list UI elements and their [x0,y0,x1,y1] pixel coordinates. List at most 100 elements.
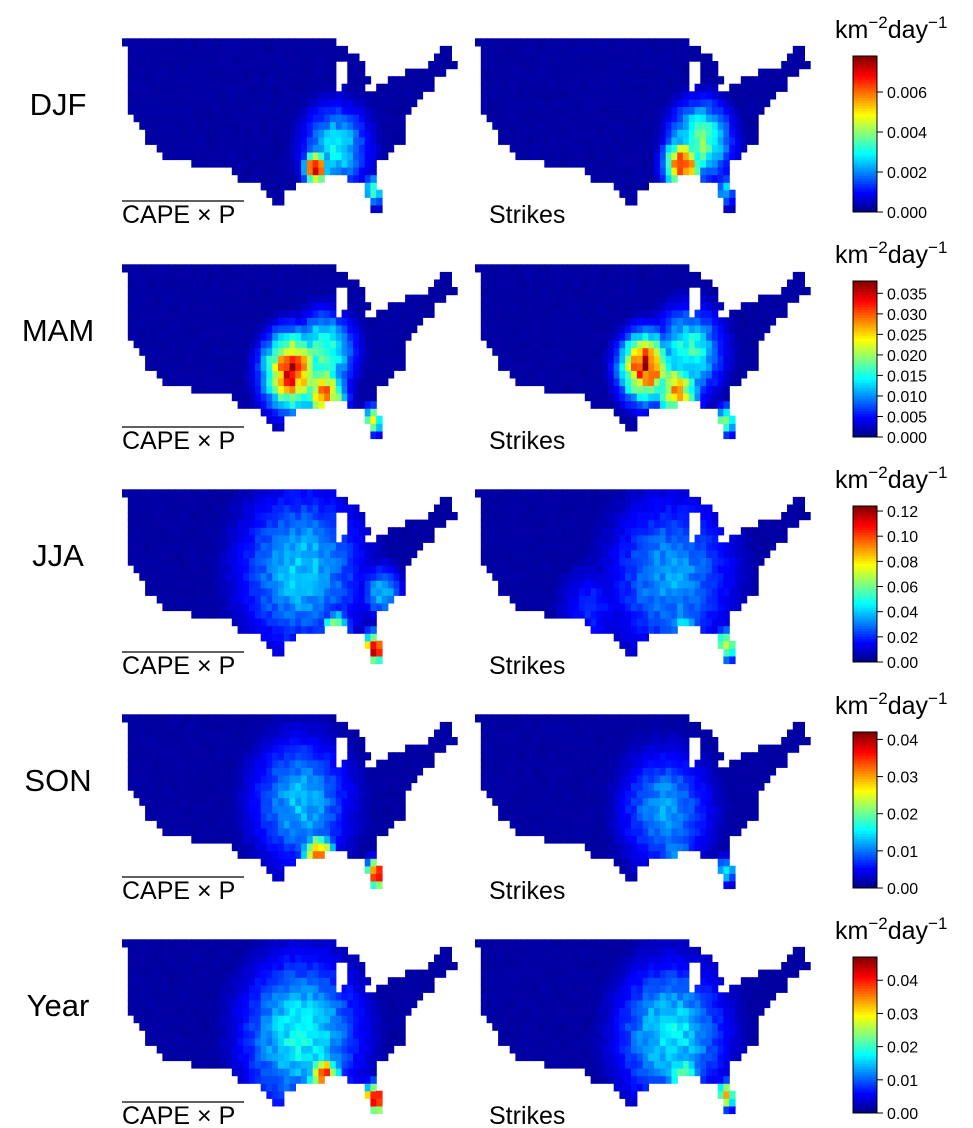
map-cell [683,393,690,402]
map-cell [642,91,649,100]
map-cell [561,324,569,334]
map-cell [498,83,505,92]
map-cell [422,302,429,311]
map-cell [278,197,285,206]
map-cell [289,294,296,303]
map-cell [295,91,302,100]
map-cell [243,106,250,115]
map-cell [677,340,684,349]
map-cell [636,557,644,566]
map-cell [434,68,441,77]
map-cell [654,496,661,506]
map-cell [590,400,597,409]
map-cell [700,565,707,574]
map-cell [486,38,493,47]
map-cell [191,98,198,108]
map-cell [347,279,354,288]
map-cell [659,347,667,356]
map-cell [729,106,736,115]
map-cell [538,294,545,303]
map-cell [358,565,366,574]
map-cell [370,640,377,649]
map-cell [723,197,730,206]
map-cell [636,121,644,130]
map-cell [683,45,690,55]
map-cell [677,393,684,402]
map-cell [573,572,580,581]
map-cell [671,129,678,138]
map-cell [584,489,592,498]
map-cell [422,76,429,85]
map-cell [625,557,632,566]
map-cell [220,264,227,273]
map-cell [665,98,673,108]
map-cell [358,572,366,581]
map-cell [174,496,181,506]
map-cell [671,595,678,604]
map-cell [347,309,354,318]
map-cell [422,309,429,318]
map-cell [573,385,580,394]
map-cell [694,347,701,356]
map-cell [538,549,545,559]
map-cell [619,76,626,85]
map-cell [763,309,771,318]
map-cell [168,53,175,62]
map-cell [723,595,730,604]
map-cell [521,519,528,528]
map-cell [214,332,221,341]
map-cell [654,264,661,273]
map-cell [289,309,296,318]
map-cell [174,287,181,296]
map-cell [550,496,557,506]
map-cell [590,98,597,108]
map-cell [266,610,273,619]
map-cell [249,287,256,296]
map-cell [631,377,638,387]
map-cell [596,167,603,176]
map-cell [619,565,626,574]
map-cell [306,45,314,55]
map-cell [677,580,684,589]
map-cell [226,98,233,108]
map-cell [579,504,586,513]
map-cell [208,489,216,498]
map-cell [683,496,690,506]
map-cell [584,121,592,130]
map-cell [376,430,383,440]
map-cell [769,317,777,326]
map-cell [550,565,557,574]
map-cell [145,83,152,92]
map-cell [654,504,661,513]
map-cell [717,565,725,574]
map-cell [312,519,320,528]
map-cell [278,83,285,92]
map-cell [208,504,216,513]
map-cell [139,542,146,551]
map-cell [445,61,452,70]
map-cell [179,355,187,364]
map-cell [220,61,227,70]
map-cell [243,618,250,627]
map-cell [295,496,302,506]
map-cell [197,557,204,566]
map-cell [179,76,187,85]
map-cell [237,587,244,596]
map-cell [659,136,667,145]
map-cell [567,496,574,506]
map-cell [717,144,725,153]
map-cell [191,68,198,77]
map-cell [607,400,615,409]
map-cell [729,415,736,424]
map-cell [509,76,517,85]
map-cell [174,377,181,387]
map-cell [521,324,528,334]
map-cell [561,68,569,77]
map-cell [561,587,569,596]
map-cell [272,317,279,326]
map-cell [353,625,360,634]
map-cell [573,610,580,619]
map-cell [561,302,569,311]
map-cell [492,91,499,100]
